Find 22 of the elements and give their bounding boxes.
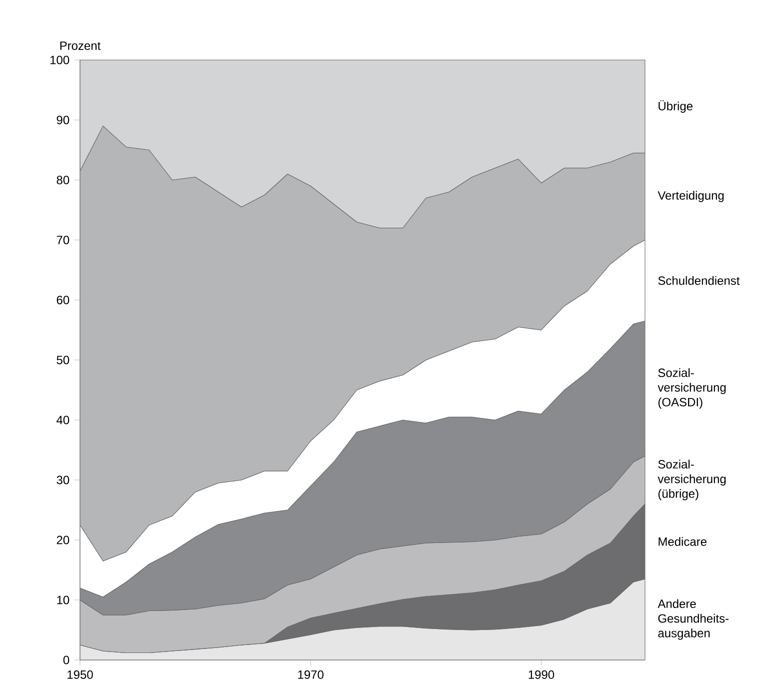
series-label: Verteidigung: [658, 190, 724, 202]
y-tick-label: 80: [56, 176, 70, 184]
y-tick-label: 30: [56, 476, 70, 484]
series-label: Übrige: [658, 100, 693, 113]
y-tick-label: 40: [56, 416, 70, 424]
x-tick-label: 1970: [298, 670, 324, 679]
series-label: Sozial-versicherung (OASDI): [658, 368, 726, 409]
series-label: Schuldendienst: [658, 276, 740, 285]
y-tick-label: 100: [50, 56, 70, 64]
series-label: Medicare: [658, 536, 707, 546]
series-label: Sozial-versicherung (übrige): [658, 460, 726, 500]
y-tick-label: 20: [56, 536, 70, 544]
y-tick-label: 70: [56, 236, 70, 244]
y-tick-label: 90: [56, 116, 70, 124]
x-tick-label: 1990: [528, 670, 554, 679]
y-tick-label: 0: [63, 656, 70, 664]
y-tick-label: 10: [57, 596, 70, 604]
y-axis-title: Prozent: [60, 41, 101, 50]
y-tick-label: 50: [56, 356, 70, 364]
x-tick-label: 1950: [68, 670, 93, 679]
series-label: Andere Gesundheits-ausgaben: [658, 599, 729, 640]
y-tick-label: 60: [56, 296, 70, 304]
